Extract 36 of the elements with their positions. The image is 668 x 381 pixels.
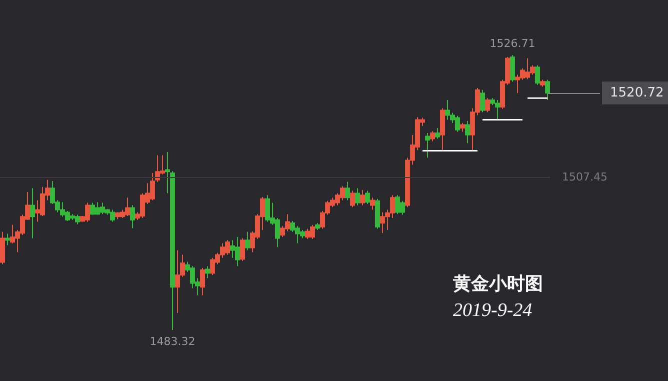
candlestick [375, 198, 380, 230]
candlestick [480, 89, 485, 113]
candlestick [360, 190, 365, 206]
candlestick [200, 268, 205, 296]
candlestick [485, 98, 490, 113]
candlestick [315, 222, 320, 230]
candlestick [170, 170, 175, 330]
candlestick [355, 188, 360, 206]
candlestick [0, 231, 5, 265]
ref-line-label: 1520.72 [610, 85, 664, 100]
candlestick [240, 238, 245, 262]
candlestick [30, 188, 35, 239]
candlestick [205, 266, 210, 279]
candlestick [540, 79, 545, 88]
annotation: 1483.32 [150, 335, 196, 348]
candlestick [345, 181, 350, 201]
candlestick [440, 108, 445, 152]
candlestick [465, 120, 470, 144]
candlestick [435, 127, 440, 140]
candlestick [350, 190, 355, 208]
candlestick [535, 64, 540, 86]
text: 黄金小时图 [452, 274, 543, 294]
candlestick [370, 197, 375, 210]
candlestick [545, 79, 550, 101]
candlestick [460, 122, 465, 132]
candlestick [430, 130, 435, 142]
candlestick [510, 54, 515, 82]
candlestick [365, 190, 370, 205]
candlestick [425, 132, 430, 158]
text: 2019-9-24 [453, 300, 533, 321]
candlestick [165, 152, 170, 194]
ref-line-label: 1507.45 [562, 170, 608, 184]
candlestick [5, 233, 10, 246]
candlestick [245, 231, 250, 251]
annotation: 1526.71 [490, 37, 536, 50]
candlestick [130, 204, 135, 229]
